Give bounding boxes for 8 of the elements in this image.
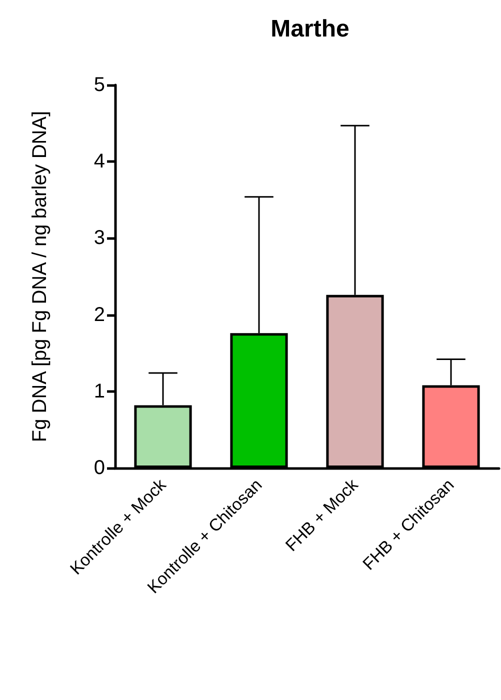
y-tick-label: 5 [94, 74, 105, 96]
y-tick-label: 2 [94, 304, 105, 326]
y-tick-label: 3 [94, 227, 105, 250]
y-axis-title: Fg DNA [pg Fg DNA / ng barley DNA] [29, 110, 51, 442]
y-tick-label: 0 [94, 457, 105, 479]
y-tick-label: 1 [94, 380, 105, 402]
y-tick-label: 4 [94, 150, 105, 173]
chart-title: Marthe [270, 16, 350, 42]
